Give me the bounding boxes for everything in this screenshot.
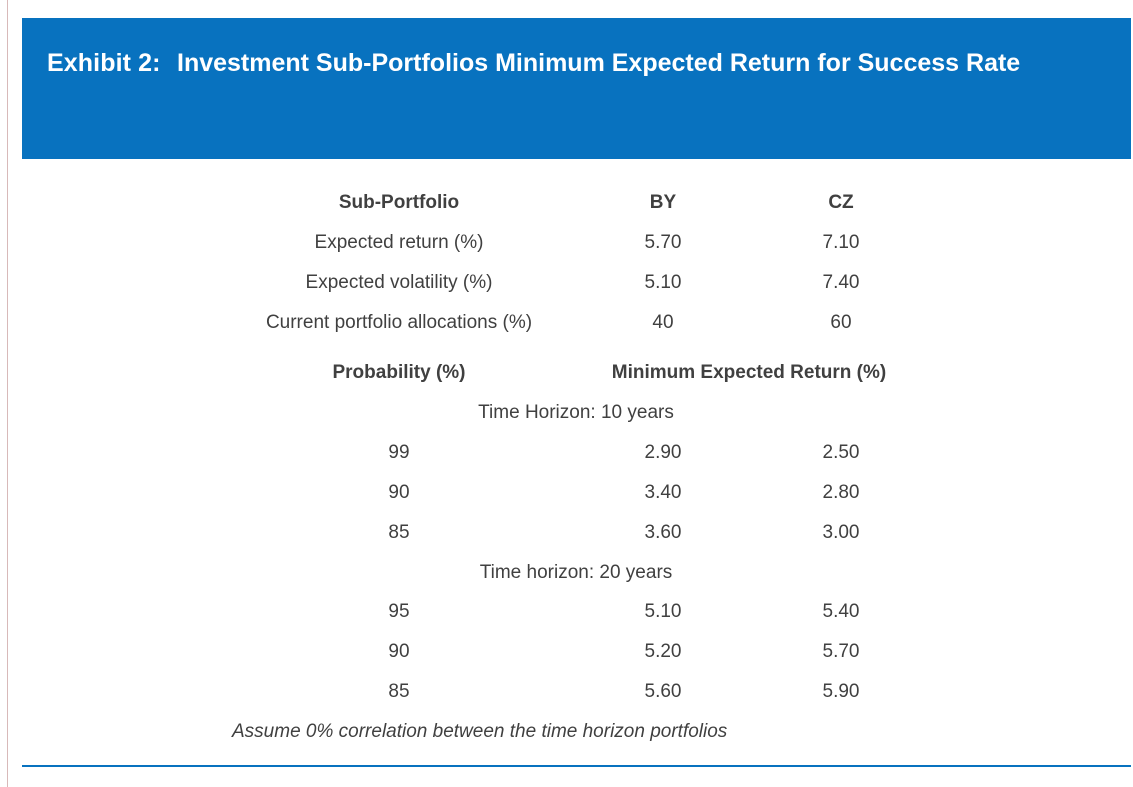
cell-min-return-cz: 5.90	[822, 681, 860, 702]
row-label-current-allocations: Current portfolio allocations (%)	[265, 312, 533, 333]
left-margin-rule	[7, 0, 8, 787]
cell-min-return-cz: 5.40	[822, 601, 860, 622]
col-header-probability: Probability (%)	[332, 362, 466, 383]
section-title-20-years: Time horizon: 20 years	[479, 562, 673, 583]
exhibit-header: Exhibit 2: Investment Sub-Portfolios Min…	[22, 18, 1131, 159]
cell-min-return-by: 2.90	[644, 442, 682, 463]
cell-probability: 85	[388, 522, 410, 543]
cell-min-return-cz: 2.50	[822, 442, 860, 463]
cell-min-return-cz: 3.00	[822, 522, 860, 543]
cell-probability: 85	[388, 681, 410, 702]
cell-expected-return-by: 5.70	[644, 232, 682, 253]
exhibit-title: Investment Sub-Portfolios Minimum Expect…	[177, 49, 1021, 77]
cell-min-return-cz: 2.80	[822, 482, 860, 503]
cell-min-return-by: 3.40	[644, 482, 682, 503]
cell-probability: 90	[388, 641, 410, 662]
row-label-expected-volatility: Expected volatility (%)	[305, 272, 493, 293]
cell-probability: 95	[388, 601, 410, 622]
cell-min-return-by: 5.20	[644, 641, 682, 662]
col-header-cz: CZ	[828, 192, 854, 213]
cell-min-return-cz: 5.70	[822, 641, 860, 662]
col-header-sub-portfolio: Sub-Portfolio	[338, 192, 460, 213]
cell-probability: 99	[388, 442, 410, 463]
exhibit-label: Exhibit 2:	[47, 49, 161, 77]
cell-expected-volatility-cz: 7.40	[822, 272, 860, 293]
cell-current-allocations-by: 40	[652, 312, 674, 333]
bottom-divider	[22, 765, 1131, 767]
section-title-10-years: Time Horizon: 10 years	[478, 402, 674, 423]
cell-min-return-by: 5.10	[644, 601, 682, 622]
row-label-expected-return: Expected return (%)	[314, 232, 484, 253]
col-header-by: BY	[649, 192, 677, 213]
cell-min-return-by: 3.60	[644, 522, 682, 543]
cell-min-return-by: 5.60	[644, 681, 682, 702]
correlation-note: Assume 0% correlation between the time h…	[232, 721, 728, 742]
cell-expected-volatility-by: 5.10	[644, 272, 682, 293]
col-header-minimum-expected-return: Minimum Expected Return (%)	[611, 362, 887, 383]
cell-current-allocations-cz: 60	[830, 312, 852, 333]
cell-probability: 90	[388, 482, 410, 503]
cell-expected-return-cz: 7.10	[822, 232, 860, 253]
